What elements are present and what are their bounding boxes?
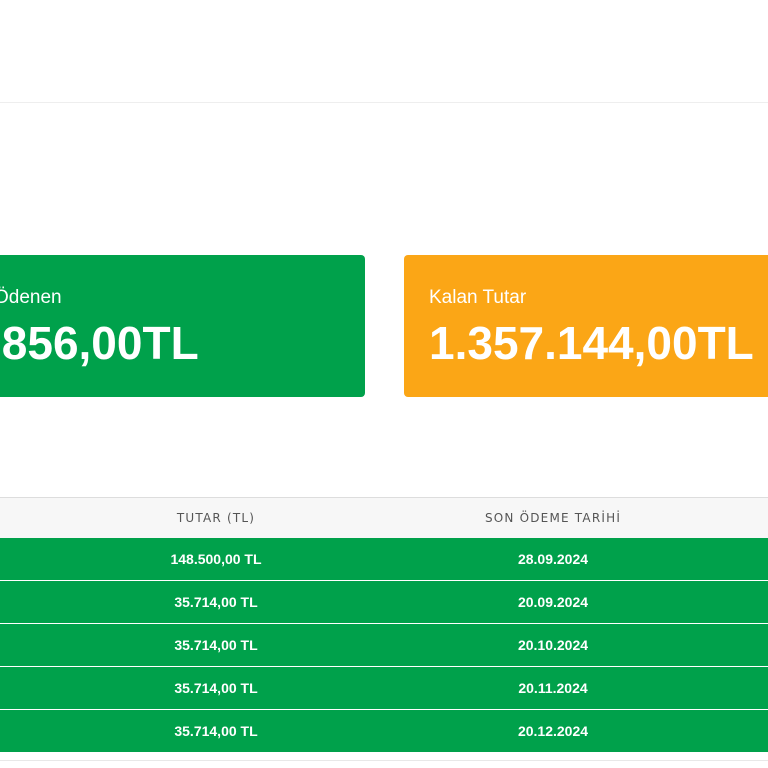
remaining-amount-label: Kalan Tutar xyxy=(429,287,527,308)
installments-table: TUTAR (TL) SON ÖDEME TARİHİ 148.500,00 T… xyxy=(0,497,768,753)
table-row: 148.500,00 TL 28.09.2024 xyxy=(0,538,768,581)
table-row: 35.714,00 TL 20.11.2024 xyxy=(0,667,768,710)
row-due-date: 20.09.2024 xyxy=(517,594,589,610)
row-amount: 35.714,00 TL xyxy=(174,723,258,739)
row-due-date: 28.09.2024 xyxy=(517,551,589,567)
header-divider xyxy=(0,102,768,103)
remaining-amount-card: Kalan Tutar 1.357.144,00TL xyxy=(404,255,768,397)
row-due-date: 20.10.2024 xyxy=(517,637,589,653)
row-amount: 148.500,00 TL xyxy=(170,551,262,567)
table-header: TUTAR (TL) SON ÖDEME TARİHİ xyxy=(0,497,768,538)
column-header-amount: TUTAR (TL) xyxy=(176,511,256,525)
row-due-date: 20.11.2024 xyxy=(518,680,588,696)
table-row: 35.714,00 TL 20.10.2024 xyxy=(0,624,768,667)
row-amount: 35.714,00 TL xyxy=(174,680,258,696)
row-due-date: 20.12.2024 xyxy=(517,723,589,739)
paid-amount-label: Ödenen xyxy=(0,287,62,308)
remaining-amount-value: 1.357.144,00TL xyxy=(429,317,754,369)
table-bottom-divider xyxy=(0,760,768,761)
paid-amount-value: .856,00TL xyxy=(0,317,199,369)
row-amount: 35.714,00 TL xyxy=(174,637,258,653)
column-header-due-date: SON ÖDEME TARİHİ xyxy=(484,511,622,525)
table-row: 35.714,00 TL 20.09.2024 xyxy=(0,581,768,624)
paid-amount-card: Ödenen .856,00TL xyxy=(0,255,365,397)
table-row: 35.714,00 TL 20.12.2024 xyxy=(0,710,768,753)
row-amount: 35.714,00 TL xyxy=(174,594,258,610)
